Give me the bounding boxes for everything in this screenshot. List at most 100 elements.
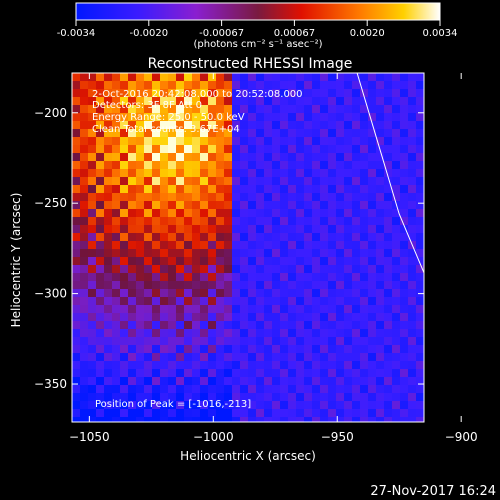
heatmap-cell xyxy=(152,297,160,305)
heatmap-cell xyxy=(128,393,136,401)
heatmap-cell xyxy=(240,177,248,185)
heatmap-cell xyxy=(408,73,416,81)
heatmap-cell xyxy=(136,145,144,153)
heatmap-cell xyxy=(168,289,176,297)
heatmap-cell xyxy=(112,241,120,249)
heatmap-cell xyxy=(344,233,352,241)
heatmap-cell xyxy=(120,369,128,377)
heatmap-cell xyxy=(384,265,392,273)
heatmap-cell xyxy=(248,185,256,193)
heatmap-cell xyxy=(296,265,304,273)
heatmap-cell xyxy=(368,377,376,385)
heatmap-cell xyxy=(280,305,288,313)
heatmap-cell xyxy=(344,81,352,89)
heatmap-cell xyxy=(176,97,184,105)
heatmap-cell xyxy=(112,161,120,169)
heatmap-cell xyxy=(296,385,304,393)
heatmap-cell xyxy=(360,345,368,353)
heatmap-cell xyxy=(176,409,184,417)
heatmap-cell xyxy=(200,273,208,281)
heatmap-cell xyxy=(192,105,200,113)
heatmap-cell xyxy=(288,361,296,369)
heatmap-cell xyxy=(216,377,224,385)
heatmap-cell xyxy=(288,265,296,273)
heatmap-cell xyxy=(312,401,320,409)
heatmap-cell xyxy=(392,169,400,177)
heatmap-cell xyxy=(304,185,312,193)
heatmap-cell xyxy=(352,145,360,153)
heatmap-cell xyxy=(304,225,312,233)
heatmap-cell xyxy=(408,97,416,105)
heatmap-cell xyxy=(384,193,392,201)
heatmap-cell xyxy=(168,169,176,177)
heatmap-cell xyxy=(120,393,128,401)
heatmap-cell xyxy=(416,305,424,313)
heatmap-cell xyxy=(224,345,232,353)
heatmap-cell xyxy=(168,297,176,305)
heatmap-cell xyxy=(304,417,312,422)
heatmap-cell xyxy=(368,81,376,89)
heatmap-cell xyxy=(240,329,248,337)
heatmap-cell xyxy=(344,121,352,129)
heatmap-cell xyxy=(104,201,112,209)
heatmap-cell xyxy=(376,273,384,281)
heatmap-cell xyxy=(272,345,280,353)
heatmap-cell xyxy=(400,257,408,265)
heatmap-cell xyxy=(120,385,128,393)
heatmap-cell xyxy=(256,73,264,81)
heatmap-cell xyxy=(256,401,264,409)
heatmap-cell xyxy=(96,369,104,377)
heatmap-cell xyxy=(344,393,352,401)
heatmap-cell xyxy=(192,153,200,161)
heatmap-cell xyxy=(184,241,192,249)
heatmap-cell xyxy=(200,241,208,249)
heatmap-cell xyxy=(288,409,296,417)
heatmap-cell xyxy=(248,321,256,329)
heatmap-cell xyxy=(224,369,232,377)
heatmap-cell xyxy=(352,89,360,97)
heatmap-cell xyxy=(120,353,128,361)
heatmap-cell xyxy=(128,169,136,177)
heatmap-cell xyxy=(400,217,408,225)
heatmap-cell xyxy=(304,321,312,329)
heatmap-cell xyxy=(144,89,152,97)
heatmap-cell xyxy=(184,353,192,361)
heatmap-cell xyxy=(104,313,112,321)
heatmap-cell xyxy=(128,73,136,81)
heatmap-cell xyxy=(224,377,232,385)
heatmap-cell xyxy=(88,73,96,81)
heatmap-cell xyxy=(112,193,120,201)
heatmap-cell xyxy=(72,305,80,313)
heatmap-cell xyxy=(320,281,328,289)
heatmap-cell xyxy=(312,113,320,121)
heatmap-cell xyxy=(400,209,408,217)
heatmap-cell xyxy=(248,377,256,385)
heatmap-cell xyxy=(152,113,160,121)
heatmap-cell xyxy=(400,233,408,241)
heatmap-cell xyxy=(192,409,200,417)
heatmap-cell xyxy=(360,193,368,201)
heatmap-cell xyxy=(360,97,368,105)
heatmap-cell xyxy=(360,401,368,409)
heatmap-cell xyxy=(416,409,424,417)
heatmap-cell xyxy=(384,169,392,177)
heatmap-cell xyxy=(216,369,224,377)
heatmap-cell xyxy=(336,385,344,393)
heatmap-cell xyxy=(104,329,112,337)
heatmap-cell xyxy=(392,297,400,305)
heatmap-cell xyxy=(328,329,336,337)
heatmap-cell xyxy=(328,81,336,89)
heatmap-cell xyxy=(168,193,176,201)
heatmap-cell xyxy=(216,161,224,169)
heatmap-cell xyxy=(256,209,264,217)
x-axis-label: Heliocentric X (arcsec) xyxy=(180,449,316,463)
heatmap-cell xyxy=(112,305,120,313)
heatmap-cell xyxy=(72,361,80,369)
heatmap-cell xyxy=(80,361,88,369)
heatmap-cell xyxy=(112,401,120,409)
heatmap-cell xyxy=(320,233,328,241)
heatmap-cell xyxy=(416,281,424,289)
heatmap-cell xyxy=(328,345,336,353)
heatmap-cell xyxy=(312,257,320,265)
heatmap-cell xyxy=(352,209,360,217)
